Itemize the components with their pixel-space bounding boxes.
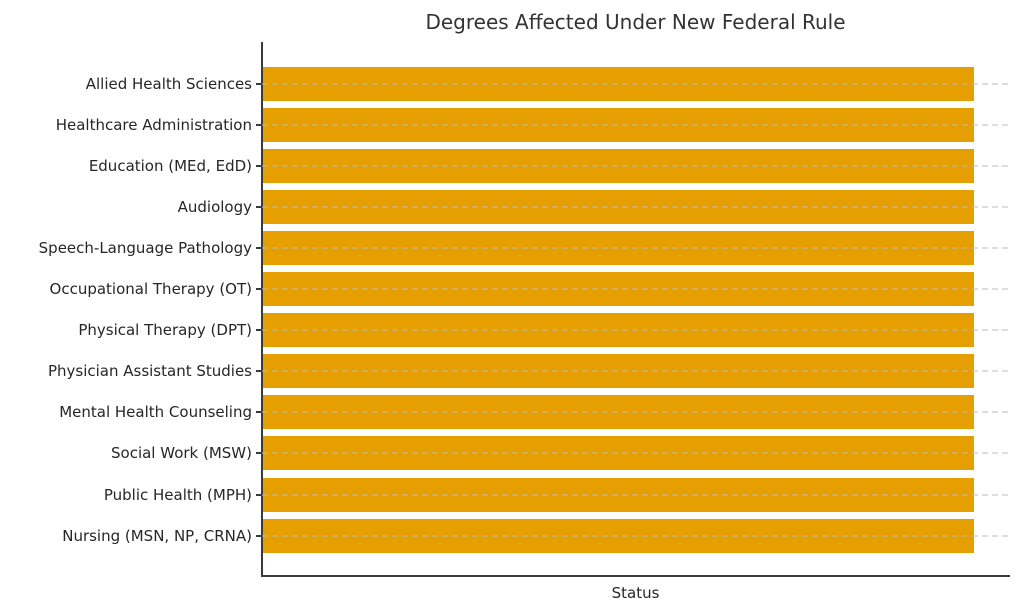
y-tick-label: Physical Therapy (DPT) — [78, 321, 252, 340]
y-tick-label: Social Work (MSW) — [111, 444, 252, 463]
y-tick-mark — [256, 534, 261, 537]
y-tick-label: Education (MEd, EdD) — [88, 156, 252, 175]
y-tick-mark — [256, 288, 261, 290]
y-tick-label: Speech-Language Pathology — [38, 238, 252, 257]
x-axis-line — [261, 575, 1010, 577]
y-tick-mark — [256, 123, 261, 126]
y-tick-mark — [256, 411, 261, 414]
x-axis-label: Status — [611, 584, 660, 602]
gridline — [262, 493, 1008, 496]
y-tick-label: Physician Assistant Studies — [47, 362, 252, 381]
y-tick-label: Nursing (MSN, NP, CRNA) — [62, 526, 252, 545]
y-tick-label: Occupational Therapy (OT) — [49, 280, 252, 298]
y-tick-mark — [256, 205, 261, 208]
gridline — [262, 411, 1008, 414]
chart-title: Degrees Affected Under New Federal Rule — [425, 10, 846, 34]
y-tick-label: Healthcare Administration — [55, 115, 252, 134]
y-tick-mark — [256, 370, 261, 373]
y-axis-line — [261, 42, 263, 577]
y-tick-mark — [256, 493, 261, 496]
y-tick-mark — [256, 164, 261, 167]
y-tick-label: Public Health (MPH) — [103, 485, 252, 504]
gridline — [262, 288, 1008, 290]
gridline — [262, 534, 1008, 537]
gridline — [262, 246, 1008, 249]
y-tick-mark — [256, 329, 261, 332]
y-tick-mark — [256, 246, 261, 249]
gridline — [262, 82, 1008, 85]
y-tick-label: Allied Health Sciences — [85, 74, 252, 93]
gridline — [262, 370, 1008, 373]
gridline — [262, 452, 1008, 455]
y-tick-mark — [256, 82, 261, 85]
gridline — [262, 205, 1008, 208]
y-tick-mark — [256, 452, 261, 455]
y-tick-label: Audiology — [177, 197, 252, 216]
gridline — [262, 329, 1008, 332]
gridline — [262, 164, 1008, 167]
gridline — [262, 123, 1008, 126]
y-tick-label: Mental Health Counseling — [59, 403, 252, 422]
